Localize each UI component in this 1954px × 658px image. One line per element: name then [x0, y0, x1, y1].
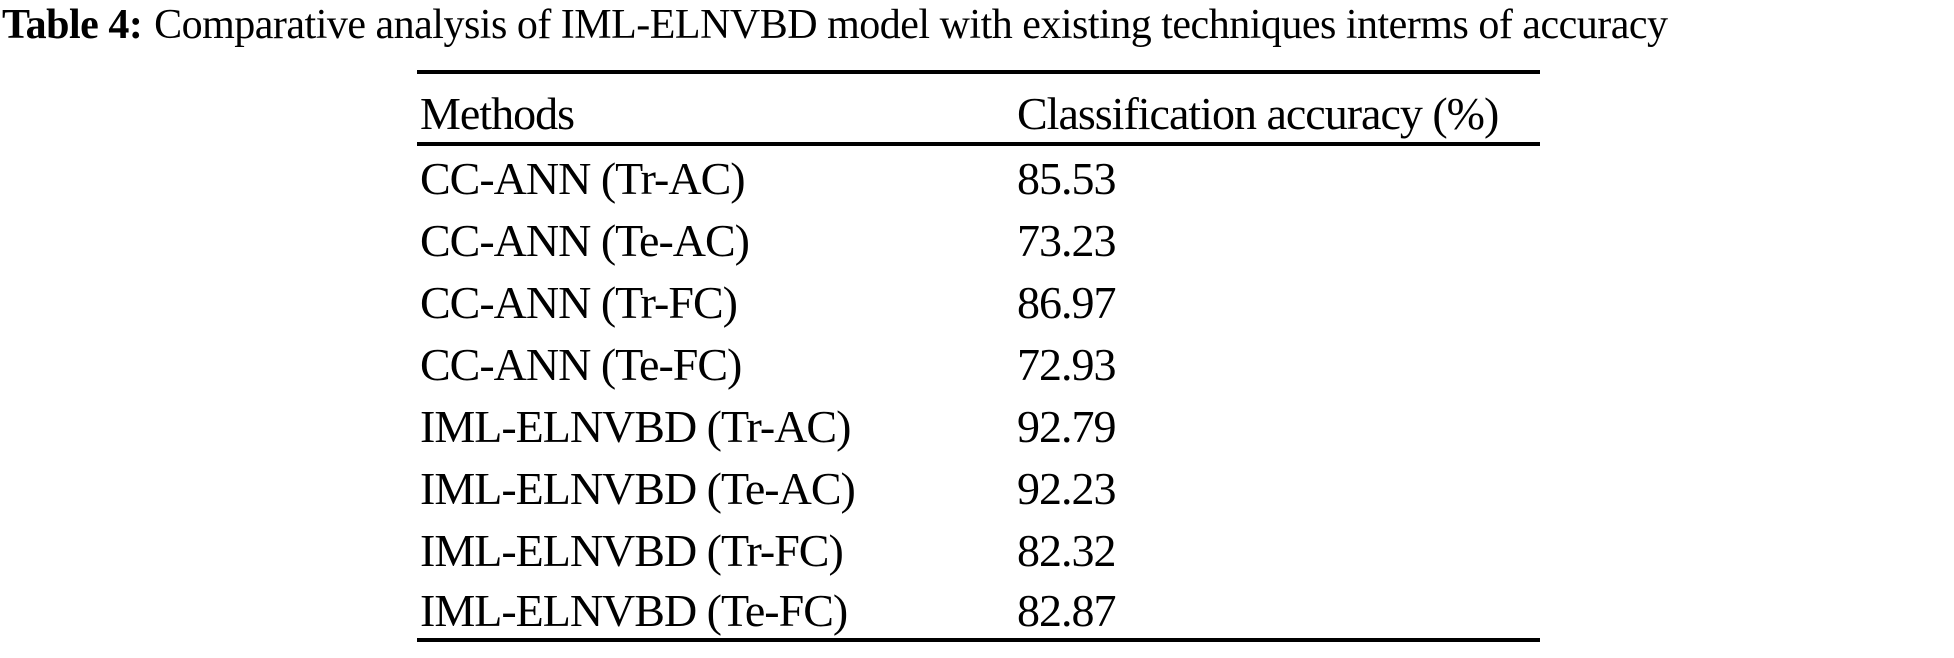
table-head: Methods Classification accuracy (%)	[417, 72, 1540, 146]
table-caption-text: Comparative analysis of IML-ELNVBD model…	[154, 2, 1668, 48]
accuracy-cell: 82.87	[1017, 585, 1117, 637]
table-row: CC-ANN (Te-FC) 72.93	[417, 330, 1540, 392]
comparison-table: Methods Classification accuracy (%) CC-A…	[417, 70, 1540, 642]
table-row: IML-ELNVBD (Te-FC) 82.87	[417, 578, 1540, 640]
accuracy-cell: 72.93	[1017, 339, 1117, 391]
accuracy-cell: 85.53	[1017, 153, 1117, 205]
method-cell: CC-ANN (Tr-FC)	[420, 277, 738, 329]
accuracy-cell: 86.97	[1017, 277, 1117, 329]
table-header-row: Methods Classification accuracy (%)	[417, 72, 1540, 146]
method-cell: CC-ANN (Te-FC)	[420, 339, 742, 391]
accuracy-cell: 73.23	[1017, 215, 1117, 267]
header-methods: Methods	[417, 72, 1017, 146]
method-cell: IML-ELNVBD (Tr-FC)	[420, 525, 844, 577]
method-cell: IML-ELNVBD (Te-FC)	[420, 585, 848, 637]
table-row: IML-ELNVBD (Tr-FC) 82.32	[417, 516, 1540, 578]
table-row: CC-ANN (Te-AC) 73.23	[417, 206, 1540, 268]
accuracy-cell: 82.32	[1017, 525, 1117, 577]
table-row: CC-ANN (Tr-AC) 85.53	[417, 144, 1540, 206]
method-cell: IML-ELNVBD (Tr-AC)	[420, 401, 851, 453]
table-caption-label: Table 4:	[2, 2, 143, 48]
method-cell: IML-ELNVBD (Te-AC)	[420, 463, 856, 515]
method-cell: CC-ANN (Te-AC)	[420, 215, 750, 267]
accuracy-cell: 92.23	[1017, 463, 1117, 515]
table-body: CC-ANN (Tr-AC) 85.53 CC-ANN (Te-AC) 73.2…	[417, 144, 1540, 640]
table-row: IML-ELNVBD (Te-AC) 92.23	[417, 454, 1540, 516]
table-caption: Table 4: Comparative analysis of IML-ELNV…	[2, 0, 1668, 50]
method-cell: CC-ANN (Tr-AC)	[420, 153, 746, 205]
table-row: CC-ANN (Tr-FC) 86.97	[417, 268, 1540, 330]
table-row: IML-ELNVBD (Tr-AC) 92.79	[417, 392, 1540, 454]
accuracy-cell: 92.79	[1017, 401, 1117, 453]
header-classification-accuracy: Classification accuracy (%)	[1017, 72, 1540, 146]
